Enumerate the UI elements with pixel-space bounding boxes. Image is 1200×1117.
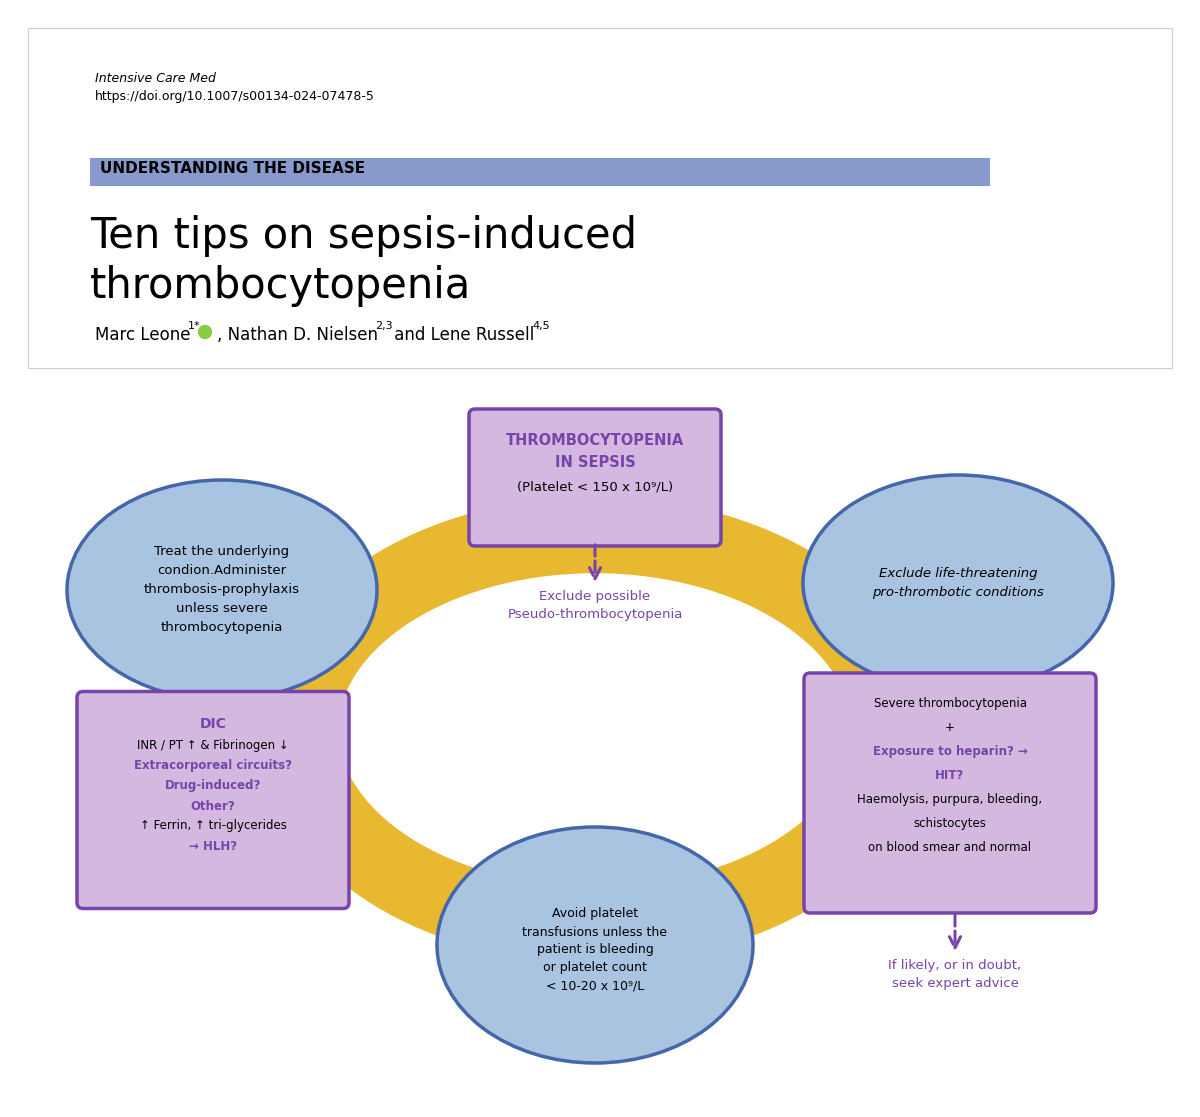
Text: 1*: 1* <box>188 321 200 331</box>
Text: THROMBOCYTOPENIA: THROMBOCYTOPENIA <box>506 433 684 448</box>
Text: 4,5: 4,5 <box>532 321 550 331</box>
Text: and Lene Russell: and Lene Russell <box>389 326 534 344</box>
Text: Exposure to heparin? →: Exposure to heparin? → <box>872 745 1027 758</box>
Text: UNDERSTANDING THE DISEASE: UNDERSTANDING THE DISEASE <box>100 161 365 176</box>
Text: Ten tips on sepsis-induced: Ten tips on sepsis-induced <box>90 214 637 257</box>
FancyBboxPatch shape <box>469 409 721 546</box>
Text: , Nathan D. Nielsen: , Nathan D. Nielsen <box>217 326 378 344</box>
FancyBboxPatch shape <box>28 28 1172 367</box>
Text: Severe thrombocytopenia: Severe thrombocytopenia <box>874 697 1026 710</box>
Text: → HLH?: → HLH? <box>188 840 238 852</box>
Text: Extracorporeal circuits?: Extracorporeal circuits? <box>134 760 292 773</box>
Ellipse shape <box>437 827 754 1063</box>
Text: Marc Leone: Marc Leone <box>95 326 191 344</box>
Text: INR / PT ↑ & Fibrinogen ↓: INR / PT ↑ & Fibrinogen ↓ <box>137 739 289 753</box>
Text: Haemolysis, purpura, bleeding,: Haemolysis, purpura, bleeding, <box>858 793 1043 806</box>
Circle shape <box>198 325 211 338</box>
Text: Drug-induced?: Drug-induced? <box>164 780 262 792</box>
Text: Intensive Care Med: Intensive Care Med <box>95 71 216 85</box>
FancyBboxPatch shape <box>90 157 990 187</box>
Text: +: + <box>946 720 955 734</box>
Text: ↑ Ferrin, ↑ tri-glycerides: ↑ Ferrin, ↑ tri-glycerides <box>139 820 287 832</box>
Text: (Platelet < 150 x 10⁹/L): (Platelet < 150 x 10⁹/L) <box>517 480 673 493</box>
Text: Treat the underlying
condion.Administer
thrombosis-prophylaxis
unless severe
thr: Treat the underlying condion.Administer … <box>144 545 300 634</box>
Text: https://doi.org/10.1007/s00134-024-07478-5: https://doi.org/10.1007/s00134-024-07478… <box>95 90 374 103</box>
Text: HIT?: HIT? <box>935 768 965 782</box>
Text: Avoid platelet
transfusions unless the
patient is bleeding
or platelet count
< 1: Avoid platelet transfusions unless the p… <box>522 907 667 993</box>
Text: on blood smear and normal: on blood smear and normal <box>869 841 1032 855</box>
Text: Exclude life-threatening
pro-thrombotic conditions: Exclude life-threatening pro-thrombotic … <box>872 567 1044 599</box>
Text: IN SEPSIS: IN SEPSIS <box>554 455 635 470</box>
Ellipse shape <box>67 480 377 700</box>
Text: schistocytes: schistocytes <box>913 817 986 830</box>
FancyBboxPatch shape <box>804 674 1096 913</box>
Text: If likely, or in doubt,
seek expert advice: If likely, or in doubt, seek expert advi… <box>888 960 1021 990</box>
FancyBboxPatch shape <box>77 691 349 908</box>
Text: Exclude possible
Pseudo-thrombocytopenia: Exclude possible Pseudo-thrombocytopenia <box>508 590 683 621</box>
Ellipse shape <box>803 475 1114 691</box>
Text: DIC: DIC <box>199 717 227 732</box>
Text: 2,3: 2,3 <box>374 321 392 331</box>
Text: thrombocytopenia: thrombocytopenia <box>90 265 472 307</box>
Text: Other?: Other? <box>191 800 235 812</box>
